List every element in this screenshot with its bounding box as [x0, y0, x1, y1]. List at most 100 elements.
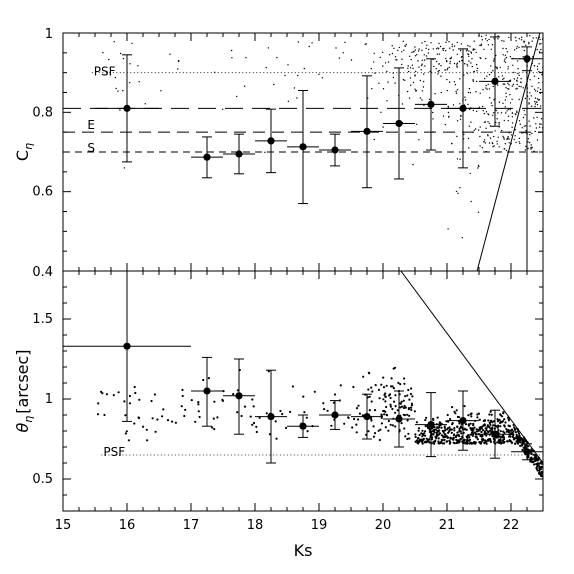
bottom-field-point	[362, 375, 365, 378]
top-field-point	[411, 51, 413, 53]
bottom-field-point	[446, 440, 449, 443]
bottom-field-point	[125, 430, 128, 433]
top-field-point	[138, 81, 140, 83]
bottom-field-point	[467, 423, 470, 426]
top-field-point	[421, 49, 423, 51]
top-field-point	[534, 103, 537, 105]
top-field-point	[374, 72, 376, 74]
top-field-point	[472, 48, 475, 50]
top-field-point	[437, 70, 439, 73]
bottom-field-point	[184, 408, 187, 411]
top-field-point	[466, 49, 468, 51]
bottom-field-point	[485, 429, 488, 432]
top-field-point	[453, 45, 456, 47]
top-field-point	[497, 35, 499, 37]
bottom-field-point	[123, 400, 126, 403]
y-axis-label-sub: η	[22, 416, 35, 423]
top-field-point	[398, 46, 400, 49]
top-field-point	[530, 105, 533, 107]
bottom-field-point	[435, 431, 438, 434]
bottom-field-point	[476, 413, 479, 416]
top-field-point	[539, 38, 541, 41]
top-field-point	[504, 58, 506, 60]
bottom-field-point	[469, 426, 472, 430]
bottom-field-point	[380, 383, 383, 386]
bottom-field-point	[181, 394, 184, 398]
bottom-field-point	[492, 420, 495, 423]
bottom-field-point	[519, 438, 522, 441]
top-field-point	[447, 67, 449, 70]
bottom-field-point	[476, 438, 479, 441]
top-field-point	[516, 83, 518, 86]
top-field-point	[425, 55, 428, 57]
top-field-point	[448, 41, 450, 43]
top-field-point	[435, 60, 438, 63]
top-field-point	[504, 99, 507, 101]
top-field-point	[430, 42, 432, 44]
binned-point	[523, 55, 531, 63]
binned-point	[491, 430, 499, 438]
top-field-point	[529, 92, 531, 94]
bottom-field-point	[385, 384, 388, 387]
top-field-point	[502, 54, 504, 56]
bottom-field-point	[389, 423, 392, 426]
top-field-point	[450, 56, 453, 58]
bottom-field-point	[112, 394, 115, 397]
top-field-point	[479, 92, 481, 95]
bottom-field-point	[509, 440, 512, 443]
top-field-point	[473, 129, 475, 131]
top-field-point	[469, 172, 471, 175]
top-field-point	[344, 41, 346, 43]
top-field-point	[518, 141, 520, 143]
top-field-point	[486, 75, 488, 77]
top-field-point	[492, 146, 494, 148]
top-field-point	[537, 87, 539, 89]
bottom-field-point	[469, 422, 472, 425]
bottom-field-point	[352, 385, 355, 389]
bottom-field-point	[411, 395, 414, 398]
bottom-field-point	[428, 441, 431, 444]
bottom-field-point	[465, 428, 468, 431]
bottom-field-point	[515, 435, 518, 438]
top-field-point	[518, 85, 520, 88]
bottom-field-point	[274, 420, 277, 423]
top-field-point	[501, 129, 503, 132]
bottom-field-point	[438, 442, 441, 445]
top-field-point	[538, 43, 541, 45]
top-field-point	[518, 74, 520, 77]
top-field-point	[522, 116, 525, 119]
top-field-point	[160, 90, 162, 92]
top-field-point	[533, 75, 536, 77]
bottom-field-point	[511, 435, 514, 438]
top-field-point	[507, 115, 510, 118]
top-field-point	[444, 69, 446, 71]
x-tick-label: 22	[503, 518, 520, 533]
bottom-field-point	[137, 416, 140, 419]
top-field-point	[438, 63, 440, 65]
bottom-field-point	[500, 441, 503, 445]
top-field-point	[458, 60, 461, 63]
bottom-field-point	[492, 437, 495, 440]
top-field-point	[408, 97, 411, 99]
bottom-field-point	[382, 376, 385, 379]
top-field-point	[519, 142, 521, 145]
top-field-point	[509, 109, 511, 111]
top-field-point	[421, 99, 423, 101]
bottom-field-point	[403, 382, 406, 385]
bottom-field-point	[473, 426, 476, 429]
bottom-panel: 0.5 1 1.5 15 16 17 18 19 20 21 22 PSF θη [arcsec] Ks	[13, 270, 544, 560]
top-field-point	[508, 36, 510, 39]
bottom-field-point	[407, 388, 410, 392]
bottom-field-point	[326, 409, 329, 412]
bottom-field-point	[367, 388, 370, 391]
bottom-field-point	[502, 441, 505, 444]
top-field-point	[464, 63, 466, 65]
top-field-point	[308, 45, 310, 48]
top-field-point	[513, 138, 515, 140]
bottom-field-point	[407, 432, 410, 435]
bottom-field-point	[471, 434, 474, 437]
top-field-point	[427, 52, 430, 54]
top-field-point	[535, 101, 538, 103]
top-field-point	[536, 116, 538, 119]
